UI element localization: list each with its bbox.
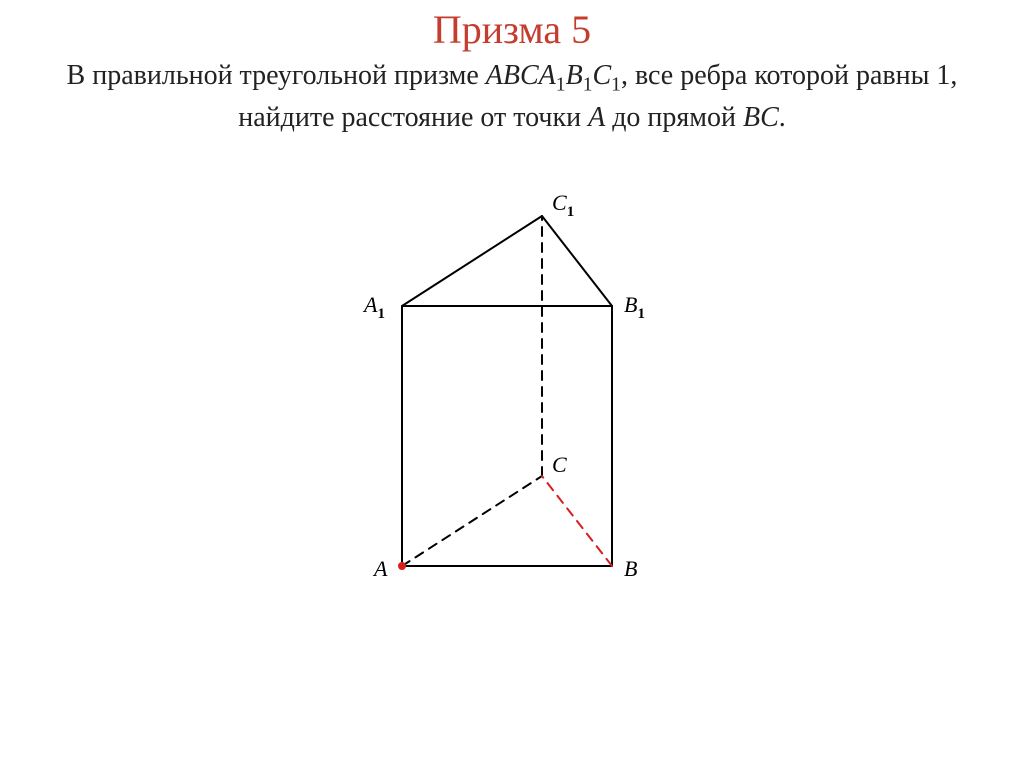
- prism-name-C: C: [592, 60, 611, 91]
- prism-edge: [542, 476, 612, 566]
- line-BC: BC: [743, 102, 779, 133]
- page-title: Призма 5: [0, 6, 1024, 53]
- vertex-label-B: B: [624, 556, 637, 581]
- prism-diagram: A B C A1 B1 C1: [312, 176, 712, 606]
- vertex-label-A: A: [372, 556, 388, 581]
- problem-end: .: [779, 102, 786, 133]
- problem-statement: В правильной треугольной призме ABCA1B1C…: [40, 57, 984, 137]
- title-text: Призма 5: [433, 7, 591, 52]
- vertex-label-C1: C1: [552, 190, 574, 220]
- prism-name-1: ABCA: [486, 60, 556, 91]
- point-A: A: [588, 102, 605, 133]
- diagram-wrap: A B C A1 B1 C1: [0, 176, 1024, 611]
- prism-edge: [402, 216, 542, 306]
- problem-mid2: до прямой: [605, 102, 743, 133]
- prism-name-B: B: [566, 60, 583, 91]
- vertex-label-C: C: [552, 452, 567, 477]
- prism-sub-1: 1: [556, 75, 566, 96]
- problem-prefix: В правильной треугольной призме: [67, 60, 486, 91]
- prism-sub-2: 1: [583, 75, 593, 96]
- point-marker-A: [398, 562, 406, 570]
- prism-edge: [542, 216, 612, 306]
- prism-sub-3: 1: [611, 75, 621, 96]
- prism-edge: [402, 476, 542, 566]
- vertex-label-A1: A1: [362, 292, 385, 322]
- page-container: Призма 5 В правильной треугольной призме…: [0, 6, 1024, 767]
- vertex-label-B1: B1: [624, 292, 645, 322]
